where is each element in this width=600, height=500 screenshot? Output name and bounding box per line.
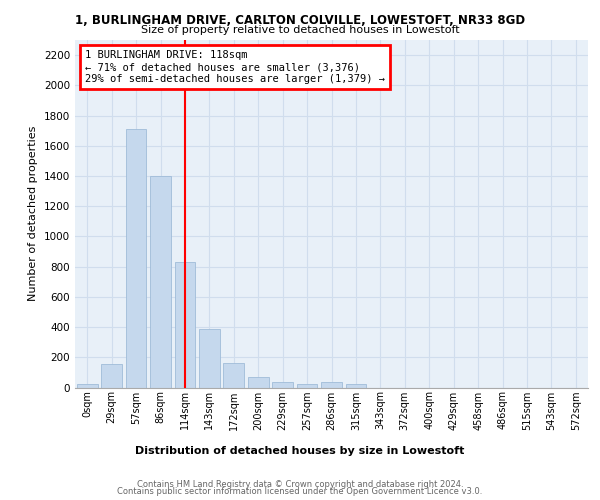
Bar bbox=[125, 129, 146, 388]
Bar bbox=[296, 384, 317, 388]
Text: Contains HM Land Registry data © Crown copyright and database right 2024.: Contains HM Land Registry data © Crown c… bbox=[137, 480, 463, 489]
Bar bbox=[199, 330, 220, 388]
Bar bbox=[175, 262, 196, 388]
Text: 1 BURLINGHAM DRIVE: 118sqm
← 71% of detached houses are smaller (3,376)
29% of s: 1 BURLINGHAM DRIVE: 118sqm ← 71% of deta… bbox=[85, 50, 385, 84]
Bar bbox=[223, 362, 244, 388]
Y-axis label: Number of detached properties: Number of detached properties bbox=[28, 126, 38, 302]
Bar bbox=[248, 377, 269, 388]
Bar bbox=[101, 364, 122, 388]
Bar bbox=[272, 382, 293, 388]
Bar bbox=[77, 384, 98, 388]
Text: 1, BURLINGHAM DRIVE, CARLTON COLVILLE, LOWESTOFT, NR33 8GD: 1, BURLINGHAM DRIVE, CARLTON COLVILLE, L… bbox=[75, 14, 525, 27]
Text: Size of property relative to detached houses in Lowestoft: Size of property relative to detached ho… bbox=[140, 25, 460, 35]
Text: Contains public sector information licensed under the Open Government Licence v3: Contains public sector information licen… bbox=[118, 487, 482, 496]
Text: Distribution of detached houses by size in Lowestoft: Distribution of detached houses by size … bbox=[136, 446, 464, 456]
Bar bbox=[150, 176, 171, 388]
Bar bbox=[346, 384, 367, 388]
Bar bbox=[321, 382, 342, 388]
